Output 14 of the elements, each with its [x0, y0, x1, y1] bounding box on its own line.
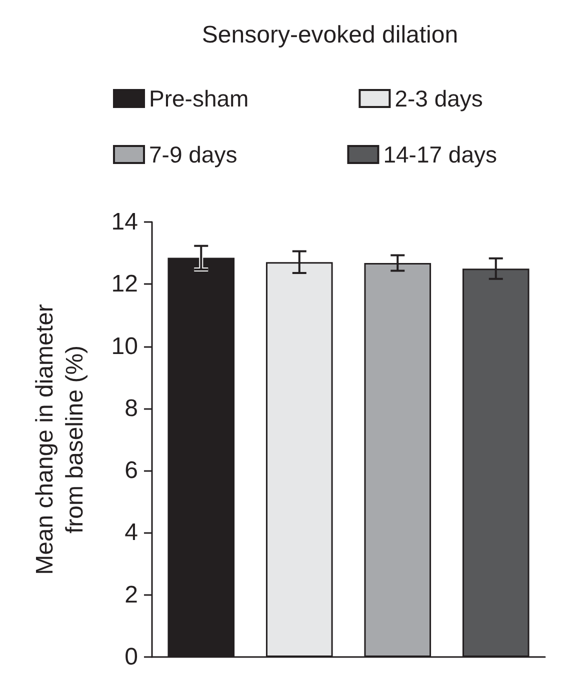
chart-title: Sensory-evoked dilation — [202, 22, 458, 48]
y-tick-label: 12 — [111, 270, 138, 298]
y-axis-title: Mean change in diameter from baseline (%) — [32, 304, 88, 575]
y-tick-label: 4 — [124, 519, 138, 546]
legend-label: 7-9 days — [149, 142, 238, 168]
y-tick-label: 14 — [111, 208, 138, 236]
y-tick-label: 10 — [111, 332, 138, 360]
legend-label: 2-3 days — [394, 86, 483, 112]
y-tick-label: 0 — [124, 644, 138, 670]
legend-label: Pre-sham — [149, 86, 249, 112]
y-tick-label: 2 — [124, 581, 138, 608]
y-tick-label: 8 — [124, 394, 138, 422]
legend-label: 14-17 days — [383, 142, 498, 168]
y-tick-label: 6 — [124, 457, 138, 484]
